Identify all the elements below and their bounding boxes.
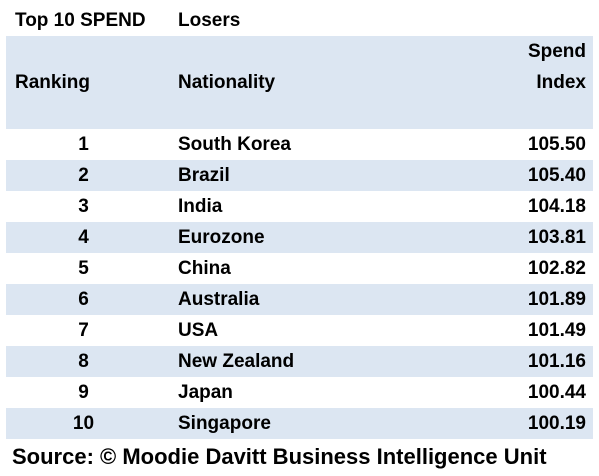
nationality-cell: China	[178, 258, 231, 279]
nationality-cell: Singapore	[178, 413, 271, 434]
rank-cell: 9	[78, 382, 89, 403]
index-cell: 105.50	[527, 134, 586, 155]
rank-cell: 2	[78, 165, 89, 186]
rank-cell: 7	[78, 320, 89, 341]
rank-cell: 4	[78, 227, 89, 248]
table-row: 1 South Korea 105.50	[6, 129, 593, 160]
index-cell: 103.81	[527, 227, 586, 248]
table-title-row: Top 10 SPEND Losers	[6, 5, 593, 36]
table-row: 2 Brazil 105.40	[6, 160, 593, 191]
table-row: 9 Japan 100.44	[6, 377, 593, 408]
index-cell: 101.89	[527, 289, 586, 310]
rank-cell: 6	[78, 289, 89, 310]
nationality-cell: USA	[178, 320, 219, 341]
column-header-ranking: Ranking	[15, 72, 90, 93]
table-row: 3 India 104.18	[6, 191, 593, 222]
table-row: 8 New Zealand 101.16	[6, 346, 593, 377]
header-row-bottom: Ranking Nationality Index	[6, 67, 593, 98]
nationality-cell: Brazil	[178, 165, 230, 186]
table-subtitle: Losers	[178, 10, 241, 31]
header-row-top: Spend	[6, 36, 593, 67]
table-row: 7 USA 101.49	[6, 315, 593, 346]
table-title: Top 10 SPEND	[15, 10, 146, 31]
rank-cell: 3	[78, 196, 89, 217]
table-row: 6 Australia 101.89	[6, 284, 593, 315]
header-spacer-row	[6, 98, 593, 129]
rank-cell: 1	[78, 134, 89, 155]
column-header-index: Index	[536, 72, 586, 93]
rank-cell: 8	[78, 351, 89, 372]
index-cell: 104.18	[527, 196, 586, 217]
nationality-cell: Eurozone	[178, 227, 265, 248]
index-cell: 102.82	[527, 258, 586, 279]
source-note: Source: © Moodie Davitt Business Intelli…	[12, 444, 547, 469]
rank-cell: 5	[78, 258, 89, 279]
index-cell: 100.44	[527, 382, 586, 403]
nationality-cell: New Zealand	[178, 351, 295, 372]
table-row: 10 Singapore 100.19	[6, 408, 593, 439]
nationality-cell: Japan	[178, 382, 233, 403]
column-header-spend: Spend	[527, 41, 586, 62]
table-row: 5 China 102.82	[6, 253, 593, 284]
table-row: 4 Eurozone 103.81	[6, 222, 593, 253]
rank-cell: 10	[72, 413, 95, 434]
index-cell: 101.49	[527, 320, 586, 341]
column-header-nationality: Nationality	[178, 72, 276, 93]
nationality-cell: South Korea	[178, 134, 291, 155]
spend-table: Top 10 SPEND Losers Spend Ranking Nation…	[6, 5, 593, 439]
index-cell: 101.16	[527, 351, 586, 372]
index-cell: 100.19	[527, 413, 586, 434]
table-body: 1 South Korea 105.50 2 Brazil 105.40 3 India 104…	[6, 129, 593, 439]
nationality-cell: Australia	[178, 289, 260, 310]
index-cell: 105.40	[527, 165, 586, 186]
nationality-cell: India	[178, 196, 223, 217]
